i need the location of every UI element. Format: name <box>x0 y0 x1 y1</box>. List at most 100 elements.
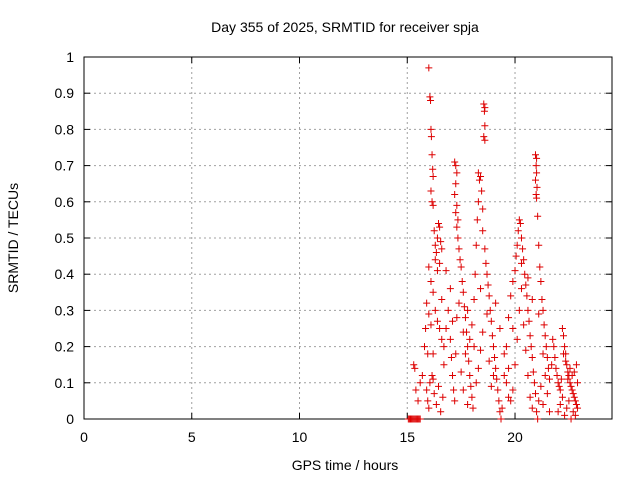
data-point <box>544 364 552 372</box>
data-point <box>446 285 454 293</box>
data-point <box>526 393 534 401</box>
data-point <box>477 346 485 354</box>
data-point <box>481 136 489 144</box>
data-point <box>560 350 568 358</box>
data-point <box>516 220 524 228</box>
data-point <box>410 361 418 369</box>
data-point <box>489 343 497 351</box>
data-point <box>560 332 568 340</box>
data-point <box>519 245 527 253</box>
data-point <box>473 216 481 224</box>
data-point <box>495 397 503 405</box>
data-point <box>505 314 513 322</box>
data-point <box>558 325 566 332</box>
data-point <box>529 368 537 376</box>
data-point <box>440 343 448 351</box>
data-point <box>500 372 508 380</box>
y-tick-label: 0.3 <box>55 302 75 318</box>
data-point <box>433 267 441 275</box>
data-point <box>435 220 443 228</box>
data-point <box>533 183 541 191</box>
data-point <box>535 241 543 249</box>
data-point <box>515 306 523 314</box>
data-point <box>452 162 460 170</box>
data-point <box>491 353 499 361</box>
data-point <box>535 310 543 318</box>
data-point <box>541 332 549 340</box>
data-point <box>513 241 521 249</box>
data-point <box>454 234 462 242</box>
data-point <box>561 343 569 351</box>
data-point <box>453 201 461 209</box>
y-tick-label: 0.4 <box>55 266 75 282</box>
data-point <box>425 64 433 72</box>
data-point <box>444 306 452 314</box>
data-point <box>447 353 455 361</box>
data-point <box>427 133 435 141</box>
data-point <box>554 379 562 387</box>
data-point <box>479 328 487 336</box>
data-point <box>451 158 459 166</box>
data-point <box>428 151 436 159</box>
data-point <box>570 368 578 376</box>
data-point <box>502 343 510 351</box>
data-point <box>487 382 495 390</box>
y-tick-label: 0.5 <box>55 230 75 246</box>
data-point <box>553 372 561 380</box>
data-point <box>571 397 579 405</box>
data-point <box>431 256 439 264</box>
y-tick-label: 0.6 <box>55 194 75 210</box>
data-point <box>459 386 467 394</box>
data-point <box>477 172 485 180</box>
data-point <box>509 386 517 394</box>
y-tick-label: 0 <box>66 411 74 427</box>
data-point <box>488 332 496 340</box>
data-point <box>416 379 424 387</box>
data-point <box>465 357 473 365</box>
data-point <box>437 408 445 416</box>
data-point <box>543 390 551 398</box>
data-point <box>450 386 458 394</box>
data-point <box>431 241 439 249</box>
data-point <box>567 382 575 390</box>
data-point <box>481 245 489 253</box>
data-point <box>424 397 432 405</box>
data-point <box>481 122 489 130</box>
data-point <box>430 390 438 398</box>
data-point <box>554 408 562 416</box>
data-point <box>449 317 457 325</box>
data-point <box>479 205 487 213</box>
data-point <box>566 364 574 372</box>
data-point <box>428 198 436 206</box>
data-point <box>459 328 467 336</box>
data-point <box>533 169 541 177</box>
data-point <box>414 397 422 405</box>
plot-frame <box>83 56 613 420</box>
y-tick-label: 0.9 <box>55 85 75 101</box>
data-point <box>464 306 472 314</box>
data-point <box>438 245 446 253</box>
data-point <box>541 372 549 380</box>
data-point <box>480 133 488 141</box>
y-tick-label: 0.1 <box>55 375 75 391</box>
data-point <box>520 256 528 264</box>
data-point <box>479 227 487 235</box>
data-point <box>427 187 435 195</box>
data-point <box>500 350 508 358</box>
data-point <box>427 125 435 133</box>
data-points <box>404 64 582 423</box>
data-point <box>429 165 437 173</box>
data-point <box>432 248 440 256</box>
data-point <box>452 180 460 188</box>
data-point <box>528 353 536 361</box>
data-point <box>558 393 566 401</box>
data-point <box>513 335 521 343</box>
data-point <box>433 317 441 325</box>
data-point <box>458 277 466 285</box>
data-point <box>467 382 475 390</box>
x-tick-label: 15 <box>399 429 415 445</box>
data-point <box>438 296 446 304</box>
data-point <box>468 393 476 401</box>
data-point <box>452 209 460 217</box>
